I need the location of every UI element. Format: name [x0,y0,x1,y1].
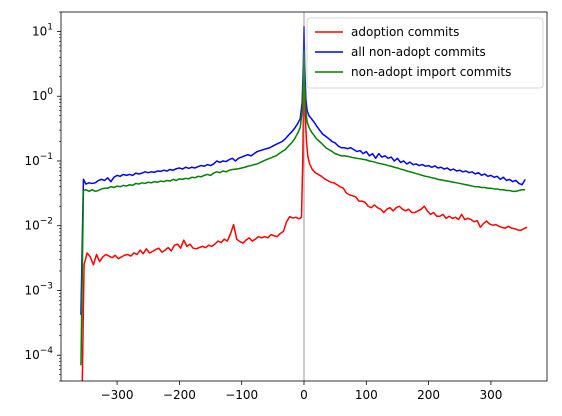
x-tick-label-1: −300 [101,388,134,402]
y-axis: 10−4 10−3 10−2 10−1 100 101 [24,11,61,382]
legend-label-2: all non-adopt commits [351,45,486,59]
x-axis: −300 −200 −100 0 100 200 300 [101,381,502,402]
legend-label-1: adoption commits [351,25,459,39]
legend-box [306,17,544,89]
y-tick-label-5: 100 [32,87,53,103]
series-line-1 [81,69,528,381]
y-tick-label-6: 101 [32,22,53,38]
y-tick-label-3: 10−2 [24,217,53,233]
series-line-3 [80,50,526,366]
x-tick-label-2: −200 [163,388,196,402]
x-tick-label-3: −100 [225,388,258,402]
y-tick-label-4: 10−1 [24,152,53,168]
y-tick-label-1: 10−4 [24,346,53,362]
legend-label-3: non-adopt import commits [351,65,511,79]
x-tick-label-7: 300 [479,388,502,402]
x-tick-label-5: 100 [355,388,378,402]
x-tick-label-6: 200 [417,388,440,402]
legend: adoption commits all non-adopt commits non… [306,17,544,89]
y-tick-label-2: 10−3 [24,281,53,297]
x-tick-label-4: 0 [300,388,308,402]
